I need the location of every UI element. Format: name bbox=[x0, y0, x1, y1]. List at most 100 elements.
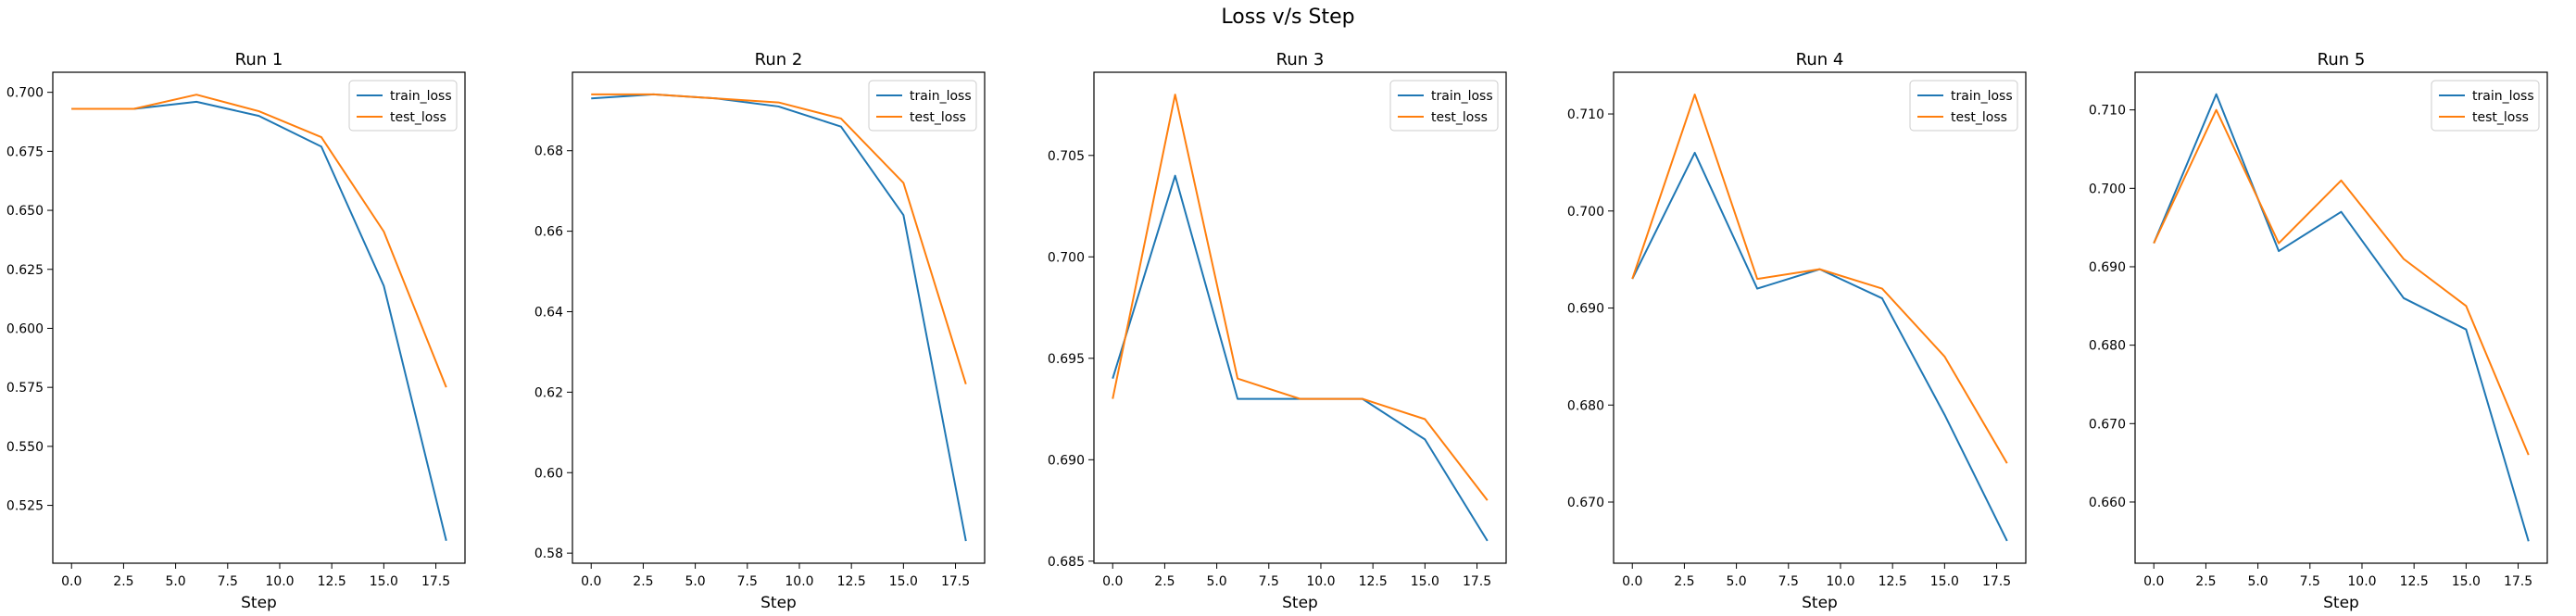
x-tick-label: 12.5 bbox=[1359, 574, 1388, 589]
x-tick-label: 2.5 bbox=[1674, 574, 1694, 589]
legend-label-test_loss: test_loss bbox=[910, 110, 966, 125]
y-tick-label: 0.700 bbox=[1048, 250, 1085, 265]
x-tick-label: 17.5 bbox=[1982, 574, 2011, 589]
y-tick-label: 0.58 bbox=[534, 547, 563, 561]
y-tick-label: 0.700 bbox=[1567, 205, 1604, 220]
plot-frame bbox=[2134, 71, 2548, 564]
series-line-test_loss bbox=[71, 94, 447, 388]
x-tick-label: 10.0 bbox=[1306, 574, 1335, 589]
subplot-run-5: Run 5 0.0 2.5 5.0 7.5 10.0 12.5 15.0 17.5 0.660 0.… bbox=[2089, 50, 2548, 612]
series-line-test_loss bbox=[591, 93, 967, 384]
y-tick-label: 0.625 bbox=[6, 263, 44, 278]
subplot-title: Run 5 bbox=[2318, 50, 2366, 69]
subplot-title: Run 1 bbox=[235, 50, 283, 69]
legend: train_loss test_loss bbox=[868, 80, 977, 132]
x-tick-label: 12.5 bbox=[2400, 574, 2429, 589]
subplot-title: Run 2 bbox=[755, 50, 803, 69]
x-tick-label: 2.5 bbox=[2195, 574, 2216, 589]
plot-frame bbox=[1613, 71, 2027, 564]
x-tick-label: 12.5 bbox=[837, 574, 866, 589]
x-tick-label: 10.0 bbox=[785, 574, 813, 589]
x-axis-label: Step bbox=[2323, 594, 2359, 612]
legend-box bbox=[1909, 80, 2018, 132]
y-tick-label: 0.575 bbox=[6, 381, 44, 396]
y-tick-label: 0.68 bbox=[534, 145, 563, 159]
x-tick-label: 0.0 bbox=[1102, 574, 1123, 589]
y-tick-label: 0.690 bbox=[1048, 453, 1085, 468]
x-tick-label: 0.0 bbox=[2143, 574, 2164, 589]
subplot-title: Run 3 bbox=[1276, 50, 1325, 69]
legend-label-test_loss: test_loss bbox=[390, 110, 446, 125]
y-tick-label: 0.550 bbox=[6, 440, 44, 455]
legend-box bbox=[1389, 80, 1499, 132]
series-line-train_loss bbox=[1631, 151, 2008, 542]
y-tick-label: 0.710 bbox=[2089, 104, 2126, 119]
series-line-train_loss bbox=[71, 100, 447, 542]
series-line-test_loss bbox=[2153, 108, 2530, 456]
y-tick-label: 0.62 bbox=[534, 385, 563, 400]
x-tick-label: 17.5 bbox=[941, 574, 970, 589]
x-tick-label: 5.0 bbox=[1726, 574, 1746, 589]
legend-label-train_loss: train_loss bbox=[390, 89, 452, 104]
y-tick-label: 0.66 bbox=[534, 225, 563, 240]
series-line-test_loss bbox=[1112, 94, 1489, 501]
x-axis-label: Step bbox=[1282, 594, 1318, 612]
x-tick-label: 2.5 bbox=[113, 574, 133, 589]
x-tick-label: 5.0 bbox=[1206, 574, 1226, 589]
plot-frame bbox=[1093, 71, 1507, 564]
x-tick-label: 2.5 bbox=[1154, 574, 1175, 589]
subplot-title: Run 4 bbox=[1796, 50, 1844, 69]
plot-frame bbox=[572, 71, 986, 564]
legend: train_loss test_loss bbox=[2431, 80, 2540, 132]
legend-box bbox=[868, 80, 977, 132]
subplot-run-2: Run 2 0.0 2.5 5.0 7.5 10.0 12.5 15.0 17.5 0.58 0.6… bbox=[534, 50, 986, 612]
x-axis-label: Step bbox=[241, 594, 277, 612]
x-tick-label: 17.5 bbox=[2504, 574, 2532, 589]
y-tick-label: 0.670 bbox=[2089, 417, 2126, 432]
legend-box bbox=[2431, 80, 2540, 132]
y-tick-label: 0.650 bbox=[6, 204, 44, 219]
y-tick-label: 0.680 bbox=[1567, 398, 1604, 413]
legend-label-train_loss: train_loss bbox=[1951, 89, 2013, 104]
y-tick-label: 0.64 bbox=[534, 305, 563, 320]
y-tick-label: 0.690 bbox=[2089, 260, 2126, 275]
legend: train_loss test_loss bbox=[1909, 80, 2018, 132]
x-axis-label: Step bbox=[760, 594, 797, 612]
legend-label-train_loss: train_loss bbox=[910, 89, 972, 104]
x-tick-label: 15.0 bbox=[1411, 574, 1439, 589]
x-tick-label: 12.5 bbox=[1879, 574, 1907, 589]
x-tick-label: 5.0 bbox=[685, 574, 705, 589]
legend-label-test_loss: test_loss bbox=[1431, 110, 1488, 125]
y-tick-label: 0.700 bbox=[2089, 182, 2126, 196]
figure-title: Loss v/s Step bbox=[1221, 6, 1355, 29]
x-axis-label: Step bbox=[1802, 594, 1838, 612]
legend-label-test_loss: test_loss bbox=[2472, 110, 2529, 125]
x-tick-label: 7.5 bbox=[1259, 574, 1279, 589]
y-tick-label: 0.685 bbox=[1048, 555, 1085, 570]
y-tick-label: 0.690 bbox=[1567, 302, 1604, 317]
legend-box bbox=[348, 80, 458, 132]
x-tick-label: 7.5 bbox=[218, 574, 238, 589]
series-line-train_loss bbox=[591, 93, 967, 542]
x-tick-label: 0.0 bbox=[581, 574, 601, 589]
x-tick-label: 10.0 bbox=[265, 574, 294, 589]
legend-label-test_loss: test_loss bbox=[1951, 110, 2007, 125]
legend-label-train_loss: train_loss bbox=[1431, 89, 1493, 104]
legend-label-train_loss: train_loss bbox=[2472, 89, 2534, 104]
plot-frame bbox=[52, 71, 466, 564]
subplot-run-3: Run 3 0.0 2.5 5.0 7.5 10.0 12.5 15.0 17.5 0.685 0.… bbox=[1048, 50, 1507, 612]
series-line-test_loss bbox=[1631, 94, 2008, 464]
y-tick-label: 0.675 bbox=[6, 145, 44, 159]
subplot-run-4: Run 4 0.0 2.5 5.0 7.5 10.0 12.5 15.0 17.5 0.670 0.… bbox=[1567, 50, 2027, 612]
x-tick-label: 10.0 bbox=[2347, 574, 2376, 589]
x-tick-label: 7.5 bbox=[1778, 574, 1799, 589]
x-tick-label: 15.0 bbox=[1930, 574, 1959, 589]
y-tick-label: 0.695 bbox=[1048, 352, 1085, 367]
x-tick-label: 5.0 bbox=[2247, 574, 2268, 589]
legend: train_loss test_loss bbox=[1389, 80, 1499, 132]
y-tick-label: 0.710 bbox=[1567, 107, 1604, 122]
y-tick-label: 0.60 bbox=[534, 466, 563, 481]
y-tick-label: 0.660 bbox=[2089, 496, 2126, 510]
x-tick-label: 5.0 bbox=[165, 574, 185, 589]
